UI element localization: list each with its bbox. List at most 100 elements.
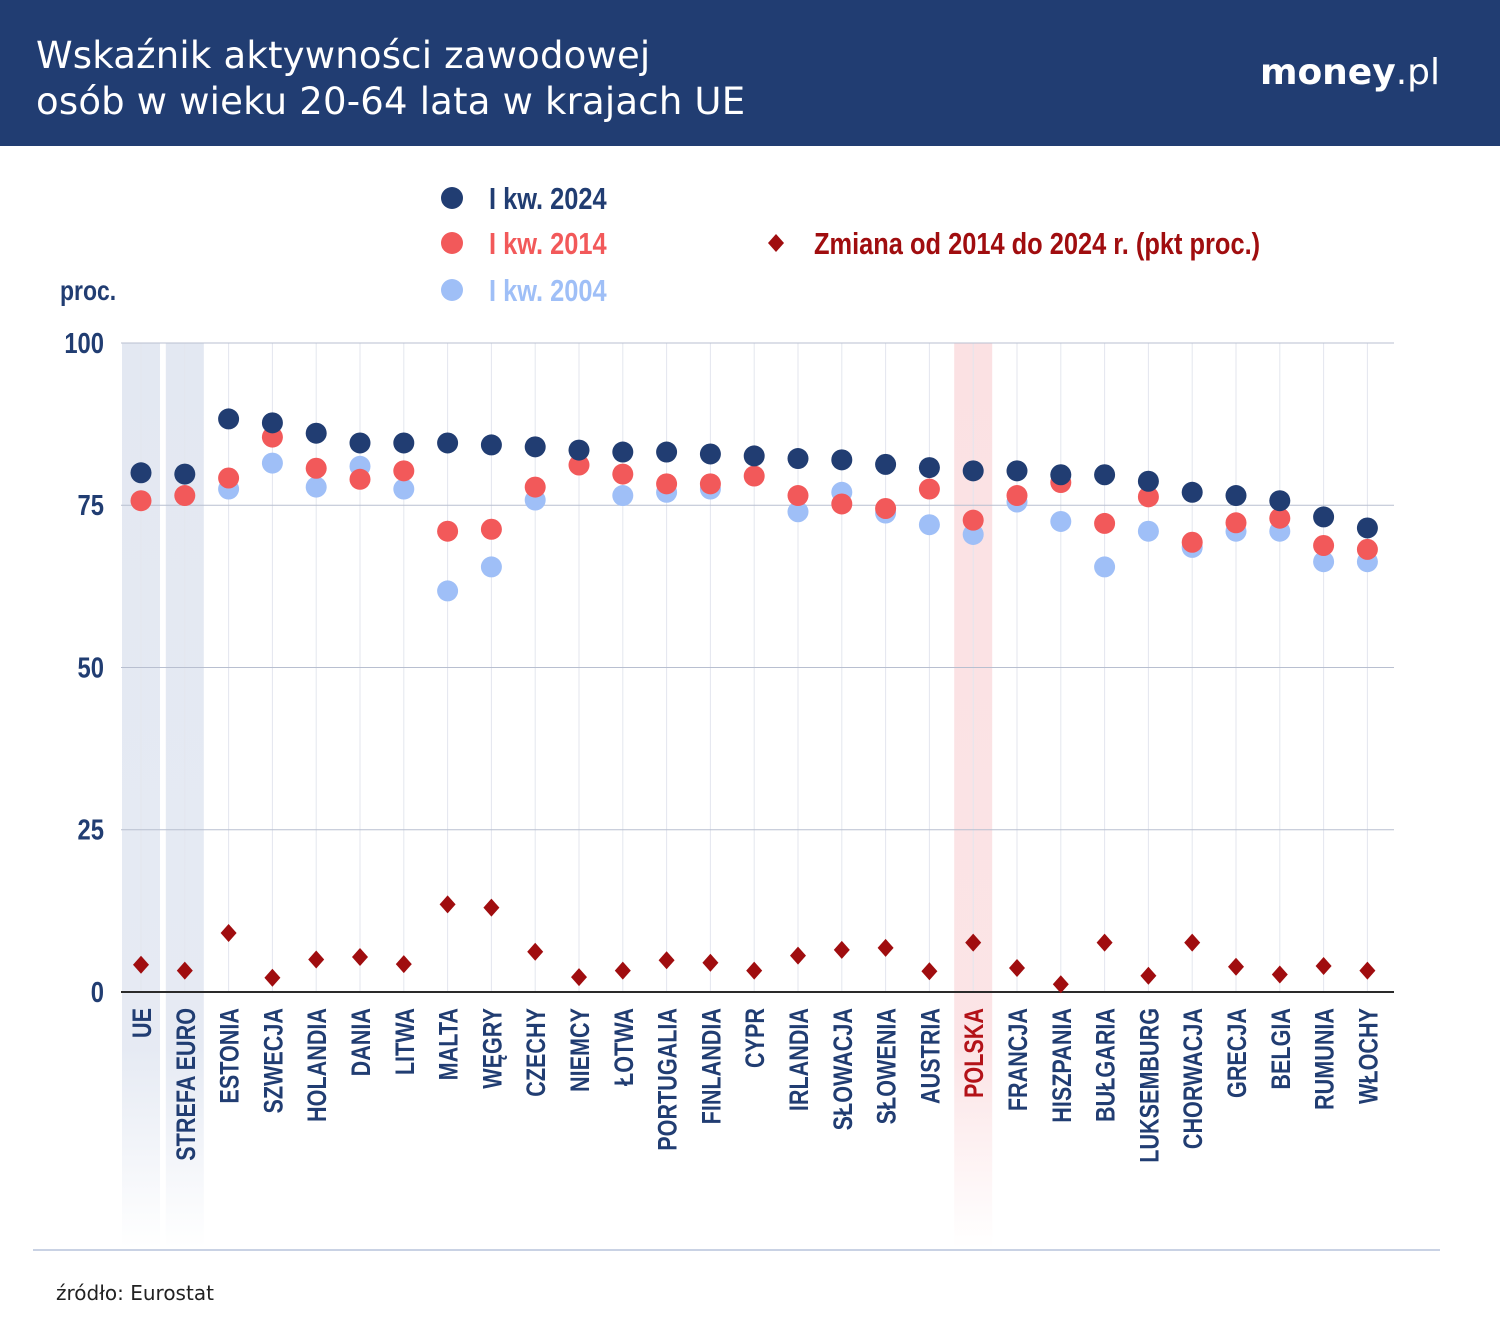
point-i-kw-2024-chorwacja — [1181, 481, 1203, 503]
change-diamond-irlandia — [790, 946, 806, 965]
change-diamond-luksemburg — [1140, 966, 1157, 985]
point-i-kw-2014-dania — [349, 468, 371, 490]
change-diamond-hiszpania — [1052, 975, 1069, 994]
point-i-kw-2014-łotwa — [612, 463, 634, 485]
footer-divider — [33, 1249, 1440, 1251]
point-i-kw-2024-włochy — [1356, 517, 1378, 539]
point-i-kw-2014-belgia — [1269, 507, 1291, 529]
change-diamond-austria — [921, 962, 938, 981]
point-i-kw-2024-hiszpania — [1050, 464, 1072, 486]
change-diamond-cypr — [746, 961, 763, 980]
change-diamond-finlandia — [702, 953, 719, 972]
point-i-kw-2024-bułgaria — [1094, 464, 1116, 486]
point-i-kw-2014-finlandia — [699, 473, 721, 495]
change-diamond-włochy — [1359, 961, 1376, 980]
point-i-kw-2014-cypr — [743, 465, 765, 487]
y-tick-label: 50 — [78, 651, 104, 684]
change-diamond-szwecja — [264, 968, 281, 987]
point-i-kw-2024-niemcy — [568, 439, 590, 461]
x-category-label-szwecja: SZWECJA — [259, 1008, 289, 1114]
point-i-kw-2004-szwecja — [261, 452, 283, 474]
x-category-label-estonia: ESTONIA — [215, 1008, 245, 1104]
point-i-kw-2024-czechy — [524, 436, 546, 458]
change-diamond-litwa — [395, 955, 412, 974]
point-i-kw-2014-czechy — [524, 476, 546, 498]
point-i-kw-2014-chorwacja — [1181, 531, 1203, 553]
point-i-kw-2014-irlandia — [787, 485, 809, 507]
change-diamond-łotwa — [614, 961, 631, 980]
change-diamond-rumunia — [1315, 957, 1332, 976]
y-tick-label: 75 — [78, 489, 104, 522]
x-category-label-słowacja: SŁOWACJA — [829, 1008, 859, 1130]
change-diamond-holandia — [308, 950, 325, 969]
x-category-label-francja: FRANCJA — [1004, 1008, 1034, 1111]
change-diamond-francja — [1009, 958, 1025, 977]
chart-title-line1: Wskaźnik aktywności zawodowej — [36, 34, 651, 77]
legend-label: Zmiana od 2014 do 2024 r. (pkt proc.) — [814, 227, 1260, 262]
legend-label: I kw. 2014 — [489, 227, 607, 262]
change-diamond-słowacja — [833, 940, 850, 959]
point-i-kw-2004-bułgaria — [1094, 556, 1116, 578]
point-i-kw-2024-irlandia — [787, 448, 809, 470]
point-i-kw-2004-rumunia — [1313, 551, 1335, 573]
x-category-label-rumunia: RUMUNIA — [1310, 1008, 1340, 1110]
x-category-label-grecja: GRECJA — [1223, 1008, 1253, 1098]
point-i-kw-2024-rumunia — [1313, 506, 1335, 528]
point-i-kw-2024-słowenia — [875, 453, 897, 475]
x-category-label-portugalia: PORTUGALIA — [653, 1008, 683, 1151]
point-i-kw-2004-austria — [918, 514, 940, 536]
legend-marker-circle — [441, 187, 463, 209]
point-i-kw-2014-portugalia — [656, 473, 678, 495]
point-i-kw-2024-francja — [1006, 460, 1028, 482]
x-category-label-dania: DANIA — [347, 1008, 377, 1076]
point-i-kw-2004-holandia — [305, 476, 327, 498]
point-i-kw-2024-luksemburg — [1137, 470, 1159, 492]
change-diamond-bułgaria — [1096, 933, 1113, 952]
x-category-label-litwa: LITWA — [391, 1008, 421, 1075]
x-category-label-irlandia: IRLANDIA — [785, 1008, 815, 1111]
change-diamond-słowenia — [877, 938, 894, 957]
point-i-kw-2024-finlandia — [699, 443, 721, 465]
point-i-kw-2014-holandia — [305, 457, 327, 479]
point-i-kw-2024-szwecja — [261, 412, 283, 434]
change-diamond-węgry — [483, 898, 500, 917]
point-i-kw-2024-polska — [962, 460, 984, 482]
point-i-kw-2004-litwa — [393, 478, 415, 500]
point-i-kw-2024-holandia — [305, 422, 327, 444]
x-category-label-austria: AUSTRIA — [916, 1008, 946, 1104]
point-i-kw-2014-węgry — [480, 518, 502, 540]
point-i-kw-2024-litwa — [393, 432, 415, 454]
chart-title-line2: osób w wieku 20-64 lata w krajach UE — [36, 80, 746, 123]
point-i-kw-2004-malta — [437, 580, 459, 602]
point-i-kw-2014-włochy — [1356, 538, 1378, 560]
point-i-kw-2024-belgia — [1269, 490, 1291, 512]
point-i-kw-2014-malta — [437, 520, 459, 542]
point-i-kw-2014-grecja — [1225, 512, 1247, 534]
source-note: źródło: Eurostat — [56, 1281, 214, 1305]
change-diamond-chorwacja — [1184, 933, 1201, 952]
y-tick-label: 100 — [64, 327, 104, 360]
point-i-kw-2014-polska — [962, 509, 984, 531]
point-i-kw-2014-austria — [918, 478, 940, 500]
change-diamond-malta — [439, 895, 456, 914]
y-axis-label: proc. — [60, 276, 116, 307]
point-i-kw-2024-łotwa — [612, 441, 634, 463]
point-i-kw-2004-łotwa — [612, 485, 634, 507]
change-diamond-portugalia — [658, 951, 675, 970]
x-category-label-chorwacja: CHORWACJA — [1179, 1008, 1209, 1149]
point-i-kw-2024-cypr — [743, 445, 765, 467]
point-i-kw-2024-dania — [349, 432, 371, 454]
point-i-kw-2014-rumunia — [1313, 534, 1335, 556]
change-diamond-niemcy — [571, 968, 587, 987]
x-category-label-słowenia: SŁOWENIA — [872, 1008, 902, 1124]
x-category-label-ue: UE — [128, 1008, 158, 1038]
change-diamond-czechy — [527, 942, 544, 961]
change-diamond-strefa-euro — [176, 961, 193, 980]
legend-marker-circle — [441, 232, 463, 254]
x-category-label-cypr: CYPR — [741, 1008, 771, 1068]
legend-marker-diamond — [768, 234, 784, 252]
x-category-label-niemcy: NIEMCY — [566, 1008, 596, 1092]
legend-label: I kw. 2004 — [489, 274, 607, 309]
point-i-kw-2014-luksemburg — [1137, 486, 1159, 508]
